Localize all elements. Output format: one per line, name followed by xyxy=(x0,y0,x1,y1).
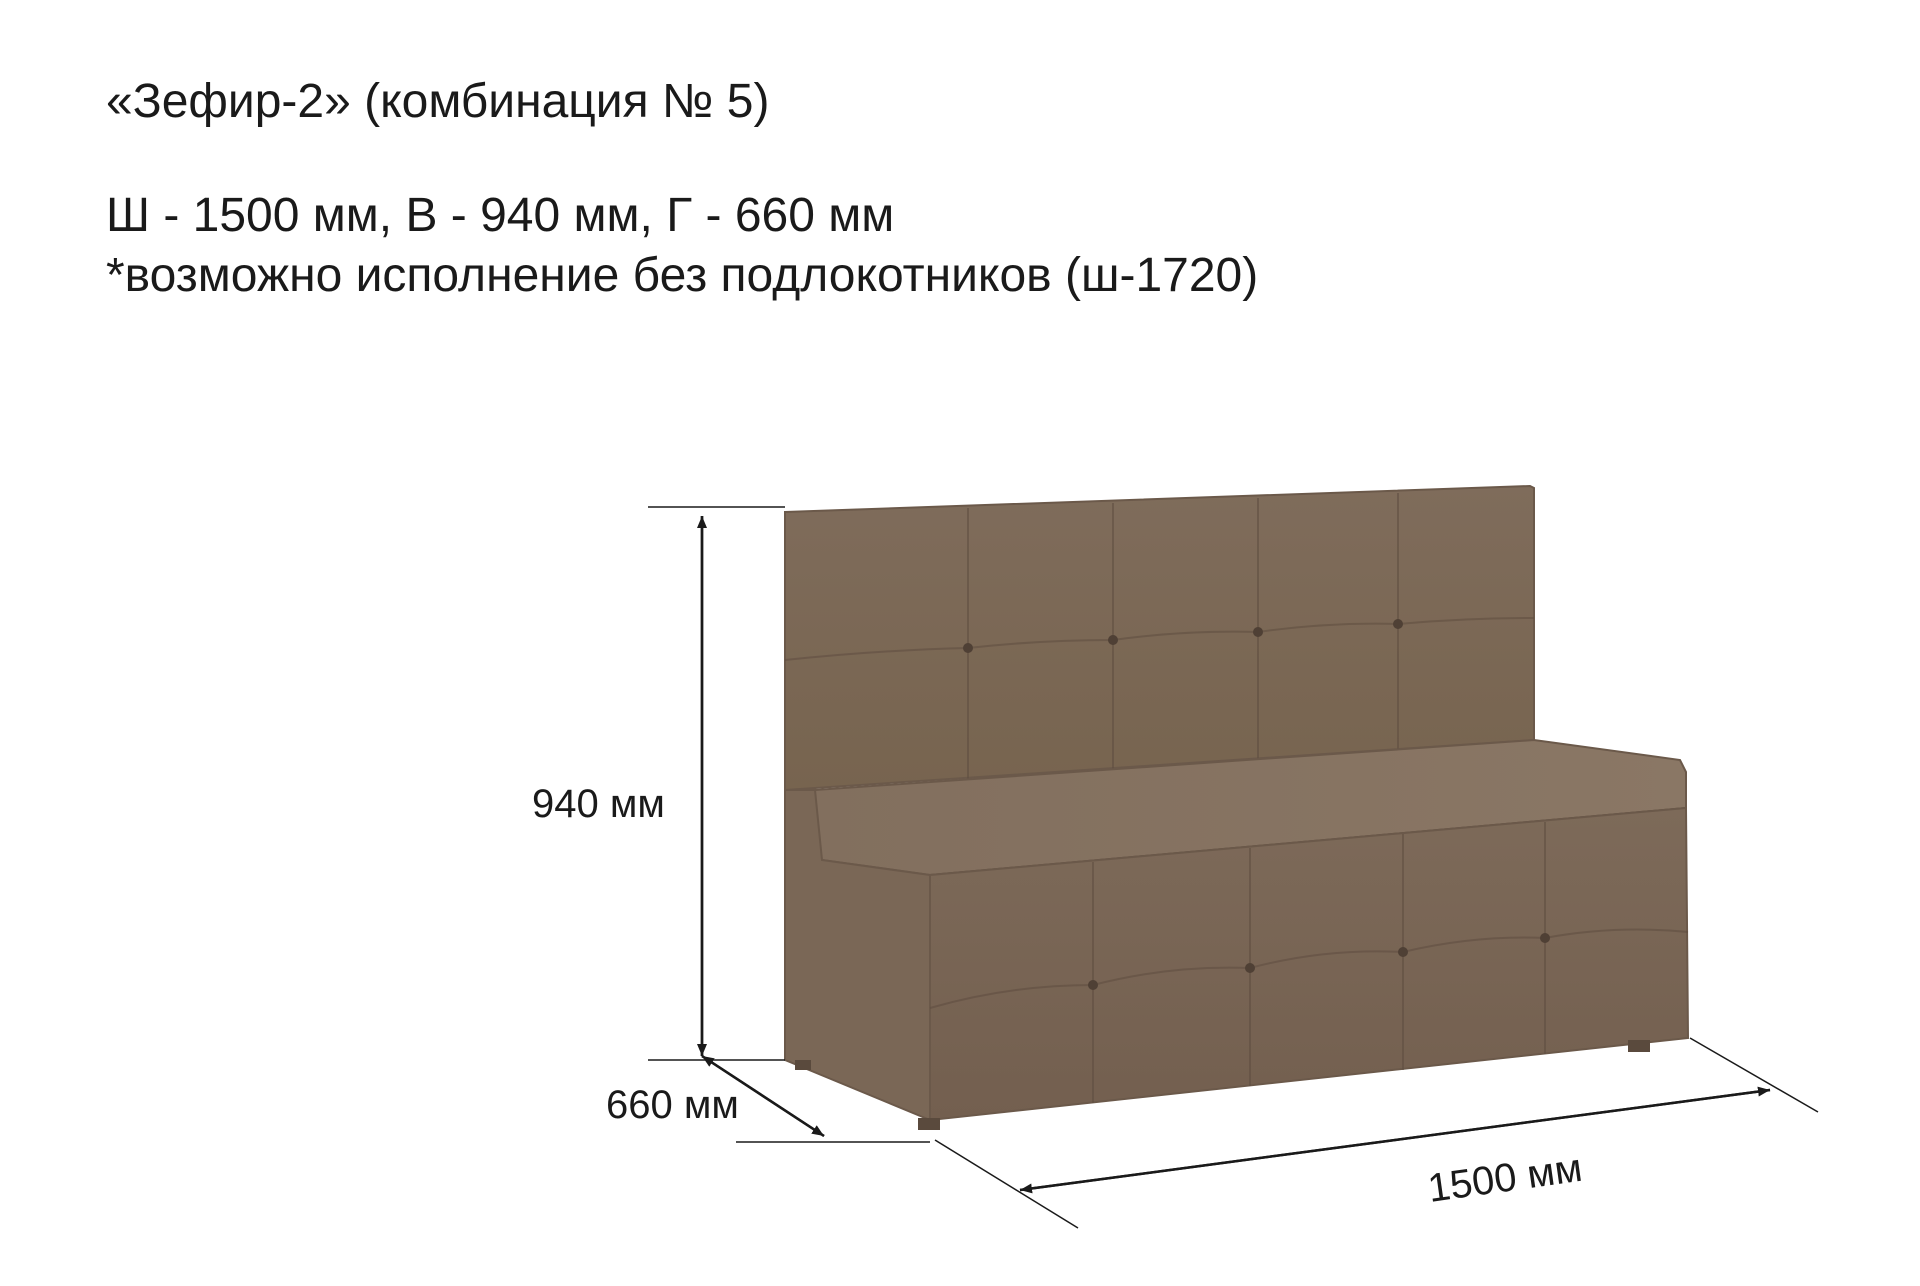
tuft-button xyxy=(1253,627,1263,637)
sofa-foot xyxy=(1628,1040,1650,1052)
sofa-base xyxy=(784,789,1690,1130)
tuft-button xyxy=(1088,980,1098,990)
spec-dimensions: Ш - 1500 мм, В - 940 мм, Г - 660 мм xyxy=(106,189,895,242)
tuft-button xyxy=(1393,619,1403,629)
depth-dimension: 660 мм xyxy=(606,1054,930,1143)
product-title: «Зефир-2» (комбинация № 5) xyxy=(106,75,770,128)
product-specs: Ш - 1500 мм, В - 940 мм, Г - 660 мм *воз… xyxy=(106,186,1258,306)
height-dimension: 940 мм xyxy=(532,506,785,1061)
height-label: 940 мм xyxy=(532,782,665,826)
tuft-button xyxy=(1398,947,1408,957)
spec-note: *возможно исполнение без подлокотников (… xyxy=(106,249,1259,302)
sofa-foot xyxy=(918,1118,940,1130)
depth-label: 660 мм xyxy=(606,1083,739,1127)
tuft-button xyxy=(1108,635,1118,645)
sofa-foot xyxy=(795,1060,811,1070)
tuft-button xyxy=(963,643,973,653)
tuft-button xyxy=(1540,933,1550,943)
width-label: 1500 мм xyxy=(1425,1146,1585,1211)
sofa-backrest xyxy=(784,484,1535,792)
tuft-button xyxy=(1245,963,1255,973)
